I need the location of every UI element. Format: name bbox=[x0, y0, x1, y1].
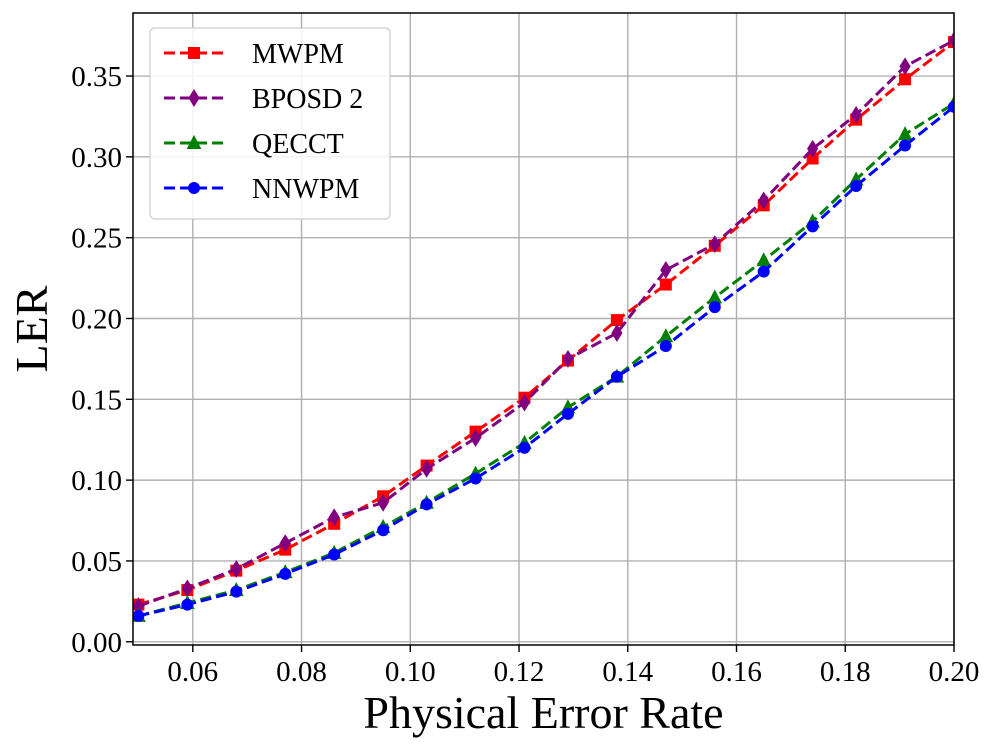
data-point-nnwpm bbox=[708, 301, 721, 314]
legend-label: NNWPM bbox=[252, 174, 359, 205]
data-point-bposd-2 bbox=[709, 235, 721, 254]
data-point-bposd-2 bbox=[328, 508, 340, 527]
data-point-nnwpm bbox=[181, 598, 194, 611]
legend-item-nnwpm: NNWPM bbox=[164, 174, 359, 205]
x-tick-label: 0.10 bbox=[385, 656, 436, 688]
series-bposd-2 bbox=[133, 31, 954, 616]
data-point-bposd-2 bbox=[518, 393, 531, 412]
y-tick-label: 0.00 bbox=[71, 627, 122, 659]
legend-swatch-marker bbox=[188, 89, 200, 107]
data-point-nnwpm bbox=[659, 339, 672, 352]
data-point-bposd-2 bbox=[421, 459, 433, 478]
data-point-bposd-2 bbox=[230, 560, 242, 578]
data-point-bposd-2 bbox=[807, 139, 819, 158]
y-tick-label: 0.10 bbox=[71, 465, 122, 497]
legend-box bbox=[149, 27, 391, 220]
data-point-nnwpm bbox=[469, 472, 482, 485]
data-point-qecct bbox=[756, 252, 772, 267]
data-point-nnwpm bbox=[133, 609, 145, 622]
legend-swatch-marker bbox=[188, 47, 200, 59]
x-tick-label: 0.14 bbox=[602, 656, 653, 688]
x-axis-label: Physical Error Rate bbox=[363, 687, 723, 738]
series-line-qecct bbox=[138, 102, 954, 618]
legend-item-bposd-2: BPOSD 2 bbox=[164, 84, 363, 115]
data-point-nnwpm bbox=[279, 567, 292, 580]
data-point-bposd-2 bbox=[611, 324, 623, 342]
x-axis-ticks: 0.06 0.08 0.10 0.12 0.14 0.16 0.18 0.20 bbox=[167, 645, 979, 688]
data-point-qecct bbox=[897, 126, 913, 141]
data-point-nnwpm bbox=[610, 370, 623, 383]
y-axis-label: LER bbox=[6, 285, 57, 372]
data-point-bposd-2 bbox=[377, 493, 389, 512]
y-tick-label: 0.15 bbox=[71, 384, 122, 416]
x-tick-label: 0.16 bbox=[711, 656, 762, 688]
plot-area-frame bbox=[132, 12, 955, 646]
x-tick-label: 0.12 bbox=[494, 656, 545, 688]
series-layer bbox=[133, 31, 954, 622]
y-tick-label: 0.30 bbox=[71, 142, 122, 174]
data-point-nnwpm bbox=[518, 441, 531, 454]
data-point-bposd-2 bbox=[899, 57, 911, 76]
data-point-bposd-2 bbox=[469, 429, 482, 448]
data-point-bposd-2 bbox=[562, 349, 574, 368]
data-point-nnwpm bbox=[850, 179, 863, 192]
legend-item-mwpm: MWPM bbox=[164, 39, 344, 70]
data-point-bposd-2 bbox=[279, 534, 291, 553]
y-tick-label: 0.25 bbox=[71, 223, 122, 255]
legend-swatch-marker bbox=[186, 134, 202, 149]
data-point-mwpm bbox=[899, 73, 912, 86]
data-point-nnwpm bbox=[328, 548, 341, 561]
data-point-mwpm bbox=[610, 314, 623, 327]
data-point-nnwpm bbox=[806, 220, 819, 233]
data-point-nnwpm bbox=[420, 498, 433, 511]
series-nnwpm bbox=[133, 100, 954, 622]
x-tick-label: 0.08 bbox=[276, 656, 327, 688]
y-tick-label: 0.05 bbox=[71, 546, 122, 578]
x-tick-label: 0.18 bbox=[820, 656, 871, 688]
data-point-nnwpm bbox=[561, 407, 574, 420]
y-tick-label: 0.35 bbox=[71, 61, 122, 93]
grid bbox=[133, 13, 955, 645]
x-tick-label: 0.20 bbox=[929, 656, 980, 688]
data-point-nnwpm bbox=[899, 139, 912, 152]
data-point-nnwpm bbox=[377, 524, 390, 537]
data-point-mwpm bbox=[659, 278, 672, 291]
legend-swatch-marker bbox=[188, 182, 200, 194]
data-point-bposd-2 bbox=[660, 261, 672, 279]
y-axis-ticks: 0.00 0.05 0.10 0.15 0.20 0.25 0.30 0.35 bbox=[71, 61, 133, 659]
legend-item-qecct: QECCT bbox=[164, 129, 344, 160]
data-point-nnwpm bbox=[230, 585, 243, 598]
legend-label: MWPM bbox=[252, 39, 344, 70]
series-line-nnwpm bbox=[138, 105, 954, 618]
y-tick-label: 0.20 bbox=[71, 303, 122, 335]
legend-label: BPOSD 2 bbox=[252, 84, 363, 115]
data-point-nnwpm bbox=[757, 265, 770, 278]
series-line-bposd-2 bbox=[137, 39, 954, 608]
data-point-bposd-2 bbox=[850, 105, 862, 124]
data-point-bposd-2 bbox=[758, 191, 770, 210]
x-tick-label: 0.06 bbox=[167, 656, 218, 688]
legend-label: QECCT bbox=[252, 129, 344, 160]
data-point-bposd-2 bbox=[948, 31, 954, 50]
data-point-nnwpm bbox=[948, 100, 954, 113]
legend: MWPM BPOSD 2 QECCT NNWPM bbox=[149, 27, 391, 220]
